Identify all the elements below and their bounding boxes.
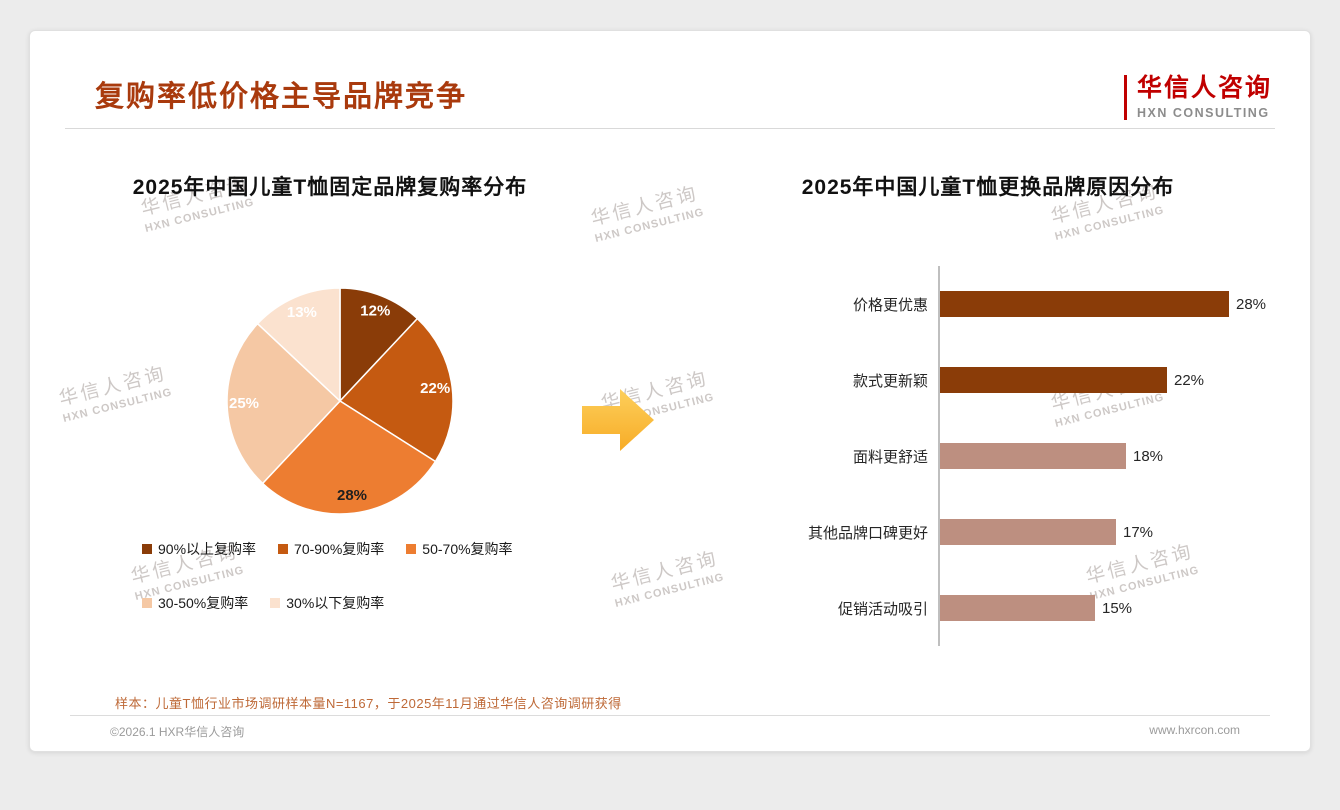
bar-row-4: 促销活动吸引 15%: [770, 570, 1300, 646]
watermark-en: HXN CONSULTING: [1053, 204, 1166, 243]
bar-value-label: 15%: [1102, 599, 1133, 617]
watermark-en: HXN CONSULTING: [613, 571, 726, 610]
bar-track: 28%: [938, 266, 1280, 342]
bar-row-3: 其他品牌口碑更好 17%: [770, 494, 1300, 570]
legend-item-2: 50-70%复购率: [406, 539, 513, 559]
bar-value-label: 22%: [1174, 371, 1205, 389]
legend-label: 30-50%复购率: [158, 595, 249, 611]
watermark-cn: 华信人咨询: [56, 363, 169, 411]
sample-note: 样本：儿童T恤行业市场调研样本量N=1167，于2025年11月通过华信人咨询调…: [115, 696, 622, 711]
legend-swatch: [406, 544, 417, 554]
watermark-en: HXN CONSULTING: [143, 196, 256, 235]
bar-row-1: 款式更新颖 22%: [770, 342, 1300, 418]
logo-en-text: HXN CONSULTING: [1136, 105, 1270, 120]
legend-item-1: 70-90%复购率: [278, 539, 384, 559]
legend-item-3: 30-50%复购率: [142, 593, 248, 613]
legend-swatch: [270, 598, 281, 608]
legend-label: 70-90%复购率: [294, 541, 385, 557]
transition-arrow-icon: [582, 387, 656, 458]
watermark-cn: 华信人咨询: [608, 548, 721, 596]
logo-cn-text: 华信人咨询: [1136, 74, 1272, 102]
bar-category-label: 面料更舒适: [852, 448, 928, 466]
pie-value-label: 13%: [287, 304, 317, 321]
pie-slice-0: [339, 287, 419, 402]
bar-value-label: 17%: [1123, 523, 1154, 541]
company-logo: 华信人咨询 HXN CONSULTING: [1123, 74, 1272, 120]
pie-slice-1: [339, 317, 454, 463]
pie-value-label: 22%: [420, 380, 450, 397]
pie-chart: 12% 22% 28% 25% 13%: [226, 287, 454, 515]
watermark-en: HXN CONSULTING: [593, 206, 706, 245]
pie-slice-3: [226, 322, 341, 485]
pie-chart-title: 2025年中国儿童T恤固定品牌复购率分布: [132, 176, 528, 199]
watermark-cn: 华信人咨询: [588, 183, 701, 231]
bar-row-2: 面料更舒适 18%: [770, 418, 1300, 494]
legend-label: 90%以上复购率: [158, 541, 257, 557]
bar-category-label: 款式更新颖: [852, 372, 928, 390]
bar-fill: [940, 595, 1095, 621]
pie-value-label: 25%: [229, 395, 259, 412]
pie-value-label: 28%: [337, 487, 367, 504]
bar-track: 18%: [938, 418, 1280, 494]
pie-slice-2: [261, 400, 437, 515]
legend-swatch: [278, 544, 289, 554]
bar-fill: [940, 443, 1126, 469]
pie-value-label: 12%: [360, 303, 390, 320]
legend-swatch: [142, 544, 152, 554]
bar-category-label: 促销活动吸引: [837, 600, 928, 618]
pie-slice-4: [256, 287, 341, 402]
legend-label: 50-70%复购率: [422, 541, 513, 557]
bar-fill: [940, 291, 1229, 317]
bar-fill: [940, 519, 1116, 545]
watermark-en: HXN CONSULTING: [61, 386, 174, 425]
legend-swatch: [142, 598, 152, 608]
bar-chart: 价格更优惠 28% 款式更新颖 22% 面料更舒适 18% 其他品牌口碑更好 17% 促销活动吸…: [770, 266, 1300, 646]
page-title: 复购率低价格主导品牌竞争: [95, 81, 468, 113]
bar-track: 15%: [938, 570, 1280, 646]
header-divider: [65, 128, 1275, 129]
pie-legend: 90%以上复购率 70-90%复购率 50-70%复购率 30-50%复购率 30%以下…: [142, 539, 612, 613]
page-footer: ©2026.1 HXR华信人咨询 www.hxrcon.com: [110, 723, 1240, 740]
bar-category-label: 其他品牌口碑更好: [807, 524, 928, 542]
legend-item-4: 30%以下复购率: [270, 593, 384, 613]
bar-fill: [940, 367, 1167, 393]
legend-label: 30%以下复购率: [286, 595, 385, 611]
slide-page: 华信人咨询 HXN CONSULTING 华信人咨询 HXN CONSULTING …: [29, 30, 1311, 752]
bar-track: 22%: [938, 342, 1280, 418]
bar-track: 17%: [938, 494, 1280, 570]
bar-value-label: 28%: [1236, 295, 1267, 313]
bar-chart-title: 2025年中国儿童T恤更换品牌原因分布: [801, 176, 1175, 199]
legend-item-0: 90%以上复购率: [142, 539, 256, 559]
footer-divider: [70, 715, 1270, 716]
bar-row-0: 价格更优惠 28%: [770, 266, 1300, 342]
bar-value-label: 18%: [1133, 447, 1164, 465]
copyright-text: ©2026.1 HXR华信人咨询: [110, 725, 245, 739]
bar-category-label: 价格更优惠: [852, 296, 928, 314]
website-url: www.hxrcon.com: [1149, 723, 1240, 737]
